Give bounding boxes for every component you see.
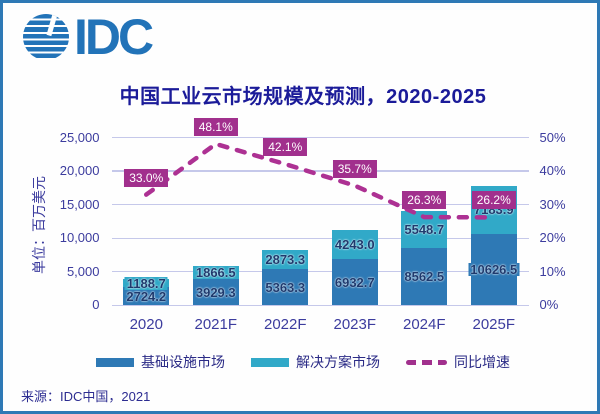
idc-globe-icon (23, 14, 69, 60)
gridline (111, 136, 529, 139)
x-axis-label: 2022F (263, 316, 307, 333)
bar-value-solution: 2873.3 (263, 252, 308, 268)
idc-logo-text: IDC (74, 9, 154, 65)
legend-item-infrastructure: 基础设施市场 (96, 352, 225, 372)
y-axis-tick: 5,000 (66, 263, 100, 279)
infrastructure-swatch-icon (96, 357, 134, 367)
y-axis-tick: 0 (92, 297, 100, 313)
solution-swatch-icon (251, 357, 289, 367)
gridline (111, 203, 529, 206)
growth-label: 48.1% (193, 117, 238, 136)
x-axis-label: 2025F (472, 316, 516, 333)
y2-axis-tick: 10% (539, 263, 566, 279)
growth-label: 33.0% (124, 168, 169, 187)
legend-item-growth: 同比增速 (406, 352, 510, 372)
legend-label-solution: 解决方案市场 (296, 354, 380, 370)
gridline (111, 170, 529, 172)
y2-axis-tick: 20% (539, 230, 566, 246)
bar-value-infrastructure: 3929.3 (193, 284, 238, 300)
idc-logo: IDC (23, 9, 154, 65)
growth-label: 26.2% (471, 191, 516, 210)
y2-axis-tick: 40% (539, 163, 566, 179)
bar-value-infrastructure: 5363.3 (263, 279, 308, 295)
bar-value-infrastructure: 6932.7 (332, 274, 377, 290)
x-axis-label: 2023F (333, 316, 377, 333)
bar-value-solution: 5548.7 (402, 221, 447, 237)
bar-value-solution: 1866.5 (193, 265, 238, 281)
gridline (111, 237, 529, 239)
bar-value-solution: 1188.7 (124, 275, 168, 291)
y2-axis-tick: 30% (539, 196, 566, 212)
page-title: 中国工业云市场规模及预测，2020-2025 (119, 86, 487, 108)
bar-value-infrastructure: 2724.2 (124, 288, 169, 304)
y-axis-unit-label: 单位：百万美元 (31, 176, 47, 274)
growth-label: 35.7% (332, 159, 377, 178)
growth-label: 26.3% (402, 191, 447, 210)
y2-axis-tick: 50% (539, 129, 566, 145)
y-axis-tick: 15,000 (59, 196, 100, 212)
legend: 基础设施市场 解决方案市场 同比增速 (3, 352, 597, 372)
growth-label: 42.1% (263, 138, 308, 157)
x-axis-label: 2021F (194, 316, 238, 333)
legend-item-solution: 解决方案市场 (251, 352, 380, 372)
x-axis-label: 2020 (129, 316, 163, 333)
gridline (111, 304, 529, 306)
legend-label-infrastructure: 基础设施市场 (141, 354, 225, 370)
x-axis-label: 2024F (402, 316, 446, 333)
y2-axis-tick: 0% (539, 297, 559, 313)
y-axis-tick: 25,000 (59, 129, 100, 145)
legend-label-growth: 同比增速 (454, 354, 510, 370)
y-axis-tick: 20,000 (59, 163, 100, 179)
source-note: 来源：IDC中国，2021 (21, 389, 151, 404)
bar-value-infrastructure: 8562.5 (402, 269, 447, 285)
growth-dash-icon (406, 359, 447, 365)
bar-value-solution: 4243.0 (332, 237, 377, 253)
y-axis-tick: 10,000 (59, 230, 100, 246)
gridline (111, 271, 529, 273)
bar-value-infrastructure: 10626.5 (468, 262, 520, 278)
